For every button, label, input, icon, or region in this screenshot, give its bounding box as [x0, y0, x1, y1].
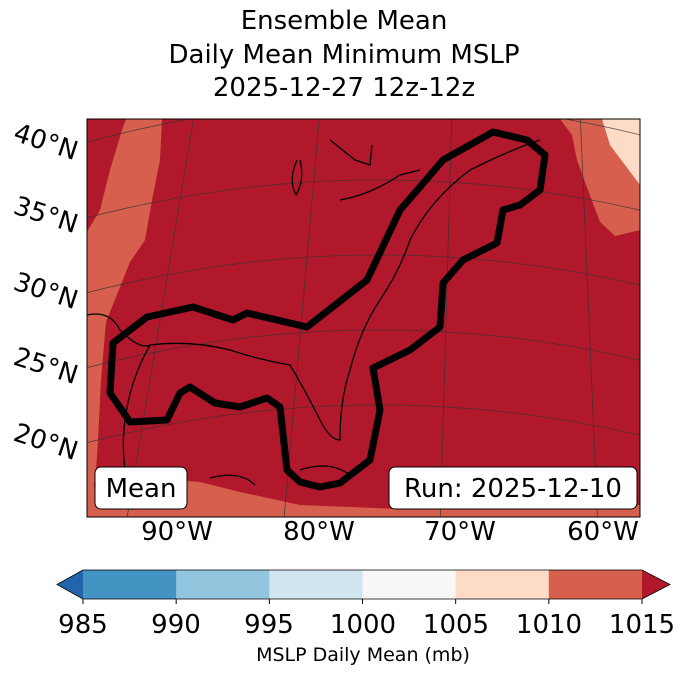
title-line-2: Daily Mean Minimum MSLP — [168, 40, 520, 70]
map-frame — [86, 118, 641, 518]
colorbar-segment — [176, 570, 270, 599]
mean-label: Mean — [106, 474, 177, 504]
lat-label: 35°N — [10, 191, 82, 240]
title-line-1: Ensemble Mean — [240, 6, 448, 36]
pressure-field-1015-plus — [87, 119, 640, 517]
lat-label: 20°N — [10, 418, 82, 467]
lon-label: 60°W — [567, 517, 639, 547]
mean-label-box: Mean — [94, 466, 188, 510]
colorbar-segment — [362, 570, 457, 599]
colorbar-extend-low — [57, 570, 83, 599]
graticule — [87, 119, 640, 517]
pressure-field-1010-left — [87, 119, 162, 517]
lat-label: 30°N — [10, 267, 82, 316]
map-panel — [87, 119, 640, 517]
lon-label: 90°W — [141, 517, 213, 547]
run-label-box: Run: 2025-12-10 — [388, 466, 638, 510]
mslp-contour — [106, 128, 549, 491]
colorbar-tick: 995 — [244, 610, 294, 640]
lat-label: 25°N — [10, 342, 82, 391]
lat-label: 40°N — [10, 118, 82, 167]
colorbar-label: MSLP Daily Mean (mb) — [256, 644, 470, 666]
colorbar-segment — [269, 570, 363, 599]
colorbar-segment — [455, 570, 550, 599]
lon-label: 80°W — [283, 517, 355, 547]
run-label: Run: 2025-12-10 — [404, 474, 622, 504]
colorbar-tick: 1000 — [330, 610, 396, 640]
colorbar-tick: 1015 — [609, 610, 675, 640]
colorbar-ticks: 985 990 995 1000 1005 1010 1015 — [58, 610, 675, 640]
colorbar — [56, 569, 671, 604]
pressure-field-1005-corner — [602, 119, 640, 185]
colorbar-tick: 985 — [58, 610, 108, 640]
lon-label: 70°W — [424, 517, 496, 547]
lat-labels: 40°N 35°N 30°N 25°N 20°N — [10, 118, 82, 467]
colorbar-extend-high — [642, 570, 670, 599]
title-line-3: 2025-12-27 12z-12z — [212, 73, 476, 103]
lon-labels: 90°W 80°W 70°W 60°W — [141, 517, 639, 547]
colorbar-segment — [548, 570, 643, 599]
colorbar-segment — [83, 570, 177, 599]
colorbar-tick: 1010 — [516, 610, 582, 640]
colorbar-tick: 990 — [151, 610, 201, 640]
colorbar-tick: 1005 — [423, 610, 489, 640]
